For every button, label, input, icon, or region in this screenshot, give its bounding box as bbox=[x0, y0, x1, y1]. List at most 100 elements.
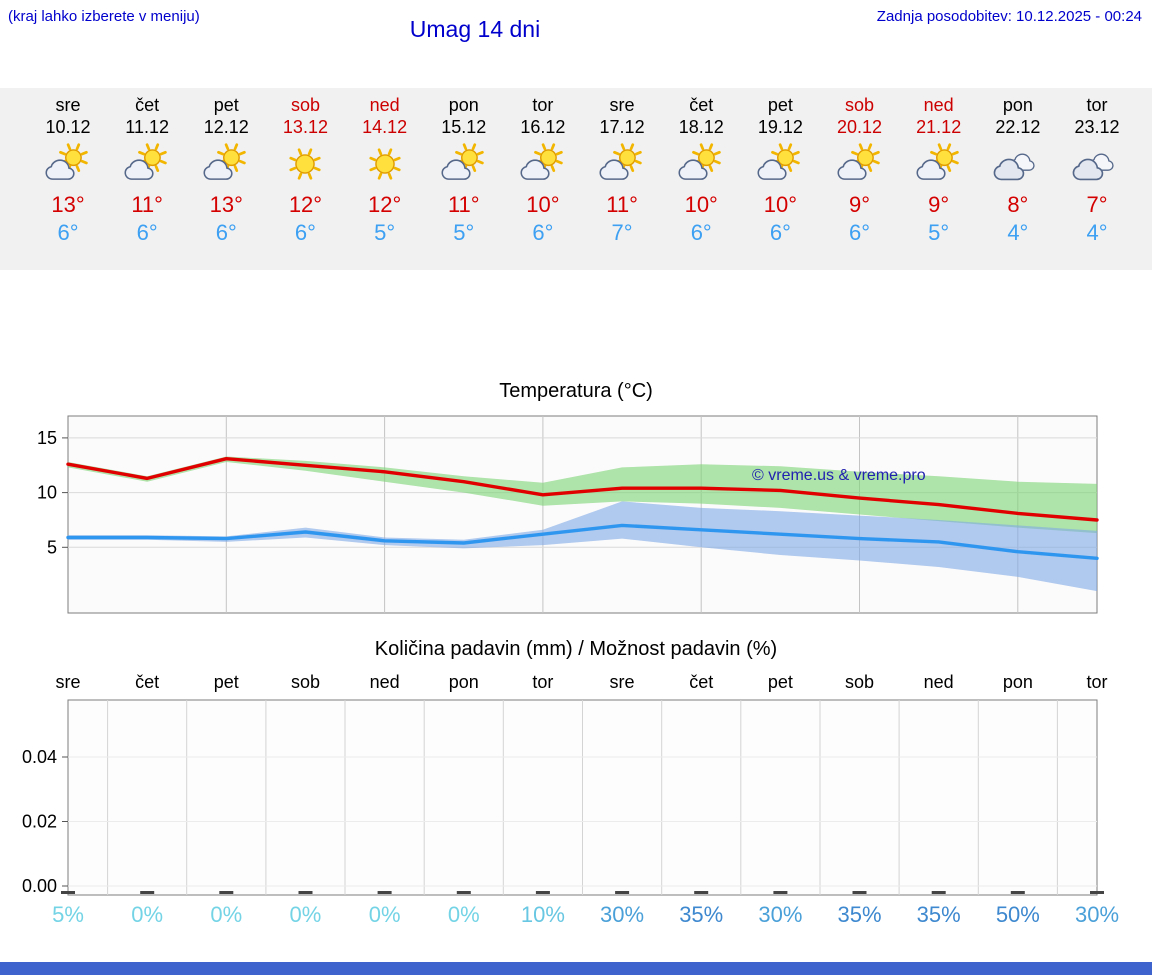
forecast-day[interactable]: sre 17.12 11° 7° bbox=[582, 94, 662, 246]
high-temp: 10° bbox=[763, 192, 798, 217]
precipitation-chart-title: Količina padavin (mm) / Možnost padavin … bbox=[374, 638, 778, 660]
min-temp-line bbox=[66, 523, 1099, 561]
partly-sunny-icon bbox=[599, 143, 642, 180]
svg-text:5: 5 bbox=[47, 537, 57, 557]
menu-hint[interactable]: (kraj lahko izberete v meniju) bbox=[8, 8, 200, 25]
high-temp: 11° bbox=[131, 192, 163, 217]
high-temp: 12° bbox=[367, 192, 402, 217]
low-temp: 6° bbox=[57, 220, 79, 245]
precip-percent: 35% bbox=[679, 902, 724, 927]
high-temp: 7° bbox=[1086, 192, 1108, 217]
day-date: 17.12 bbox=[599, 117, 645, 137]
high-temp: 11° bbox=[606, 192, 638, 217]
svg-text:0.00: 0.00 bbox=[22, 876, 57, 896]
last-update: Zadnja posodobitev: 10.12.2025 - 00:24 bbox=[876, 8, 1142, 25]
precip-percent: 0% bbox=[210, 902, 243, 927]
low-temp: 7° bbox=[611, 220, 633, 245]
precip-day-label: sre bbox=[609, 672, 635, 692]
day-name: pon bbox=[448, 95, 479, 115]
day-name: čet bbox=[135, 95, 160, 115]
footer-bar bbox=[0, 962, 1152, 975]
precip-percent: 0% bbox=[289, 902, 322, 927]
svg-text:0.04: 0.04 bbox=[22, 747, 57, 767]
forecast-day[interactable]: pon 22.12 8° 4° bbox=[978, 94, 1058, 246]
watermark: © vreme.us & vreme.pro bbox=[752, 467, 926, 484]
precip-percent: 30% bbox=[758, 902, 803, 927]
high-temp: 13° bbox=[209, 192, 243, 217]
partly-sunny-icon bbox=[124, 143, 167, 180]
precip-percent: 0% bbox=[447, 902, 480, 927]
low-temp: 6° bbox=[215, 220, 237, 245]
precip-bar bbox=[615, 891, 630, 894]
precip-bar bbox=[456, 891, 471, 894]
day-name: tor bbox=[532, 95, 554, 115]
day-date: 14.12 bbox=[362, 117, 408, 137]
precip-day-labels-row: sre čet pet sob ned pon tor sre čet pet sob ned pon t… bbox=[0, 672, 1152, 696]
forecast-day[interactable]: pet 19.12 10° 6° bbox=[740, 94, 820, 246]
partly-sunny-icon bbox=[441, 143, 484, 180]
precip-percent: 50% bbox=[995, 902, 1040, 927]
day-name: pet bbox=[213, 95, 239, 115]
partly-sunny-icon bbox=[520, 143, 563, 180]
partly-sunny-icon bbox=[678, 143, 721, 180]
forecast-day[interactable]: sob 20.12 9° 6° bbox=[820, 94, 900, 246]
forecast-day[interactable]: tor 23.12 7° 4° bbox=[1057, 94, 1137, 246]
precip-day-label: ned bbox=[369, 672, 400, 692]
day-name: sob bbox=[845, 95, 875, 115]
forecast-day[interactable]: sob 13.12 12° 6° bbox=[265, 94, 345, 246]
temperature-chart-title: Temperatura (°C) bbox=[499, 380, 653, 402]
low-temp: 6° bbox=[136, 220, 158, 245]
partly-sunny-icon bbox=[757, 143, 801, 180]
low-temp: 5° bbox=[374, 220, 396, 245]
day-name: pet bbox=[767, 95, 793, 115]
precip-bar bbox=[773, 891, 788, 894]
precip-bar bbox=[694, 891, 709, 894]
temperature-chart: 5 10 15 © vreme.us & vreme.pro bbox=[37, 415, 1099, 614]
precip-bar bbox=[140, 891, 155, 894]
precip-day-label: sob bbox=[845, 672, 875, 692]
forecast-day[interactable]: pon 15.12 11° 5° bbox=[424, 94, 504, 246]
forecast-day[interactable]: sre 10.12 13° 6° bbox=[28, 94, 108, 246]
precip-bar bbox=[1010, 891, 1025, 894]
day-name: ned bbox=[923, 95, 954, 115]
high-temp: 8° bbox=[1007, 192, 1029, 217]
sunny-icon bbox=[289, 148, 322, 180]
svg-text:10: 10 bbox=[37, 483, 57, 503]
forecast-day[interactable]: ned 14.12 12° 5° bbox=[345, 94, 425, 246]
precip-percent: 0% bbox=[131, 902, 164, 927]
precip-percent: 5% bbox=[52, 902, 84, 927]
high-temp: 10° bbox=[684, 192, 718, 217]
high-temp: 9° bbox=[849, 192, 871, 217]
precip-day-label: tor bbox=[532, 672, 554, 692]
precip-bar bbox=[298, 891, 313, 894]
precip-bar bbox=[61, 891, 75, 894]
day-date: 18.12 bbox=[678, 117, 724, 137]
low-temp: 5° bbox=[453, 220, 475, 245]
precip-day-label: pet bbox=[213, 672, 239, 692]
high-temp: 10° bbox=[526, 192, 560, 217]
precip-bar bbox=[852, 891, 867, 894]
min-temp-range-band bbox=[68, 501, 1097, 592]
precip-bar bbox=[219, 891, 234, 894]
day-name: sre bbox=[609, 95, 635, 115]
partly-sunny-icon bbox=[45, 143, 88, 180]
forecast-day[interactable]: ned 21.12 9° 5° bbox=[899, 94, 979, 246]
precipitation-chart: 0.00 0.02 0.04 bbox=[22, 699, 1104, 896]
precip-percent: 30% bbox=[600, 902, 645, 927]
day-name: pon bbox=[1002, 95, 1033, 115]
forecast-day[interactable]: čet 18.12 10° 6° bbox=[661, 94, 741, 246]
day-date: 21.12 bbox=[916, 117, 962, 137]
day-name: ned bbox=[369, 95, 400, 115]
low-temp: 6° bbox=[690, 220, 712, 245]
precip-percent-row: 5% 0% 0% 0% 0% 0% 10% 30% 35% 30% 35% 35% 50% 30% bbox=[0, 902, 1152, 932]
day-name: sre bbox=[55, 95, 81, 115]
svg-text:0.02: 0.02 bbox=[22, 812, 57, 832]
low-temp: 5° bbox=[928, 220, 950, 245]
day-name: tor bbox=[1086, 95, 1108, 115]
day-date: 11.12 bbox=[125, 117, 169, 137]
forecast-day[interactable]: pet 12.12 13° 6° bbox=[186, 94, 266, 246]
high-temp: 12° bbox=[288, 192, 323, 217]
forecast-day[interactable]: čet 11.12 11° 6° bbox=[107, 94, 187, 246]
forecast-day[interactable]: tor 16.12 10° 6° bbox=[503, 94, 583, 246]
svg-text:15: 15 bbox=[37, 428, 57, 448]
